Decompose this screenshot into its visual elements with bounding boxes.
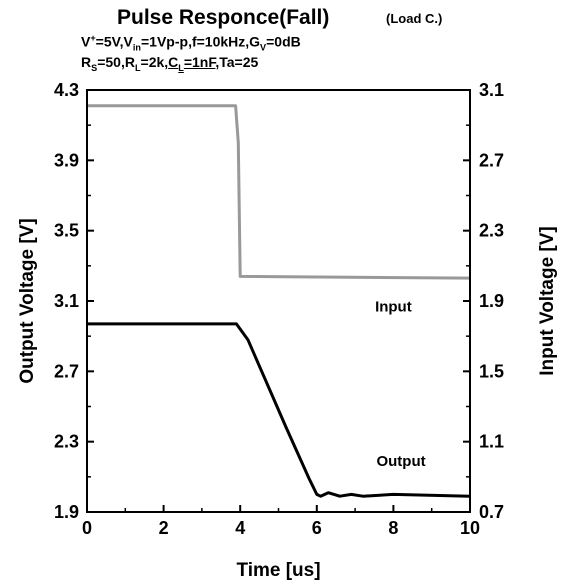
cond2-segment: L xyxy=(178,62,184,73)
cond2-segment: =50,R xyxy=(97,54,135,70)
y-left-tick-label: 3.1 xyxy=(54,291,79,311)
y-left-tick-label: 2.3 xyxy=(54,432,79,452)
cond2-segment: =2k, xyxy=(140,54,169,70)
cond2-segment: R xyxy=(81,54,92,70)
chart-title-note: (Load C.) xyxy=(386,11,443,26)
x-tick-label: 0 xyxy=(82,518,92,538)
cond2-segment: =1nF xyxy=(183,54,216,70)
annotation-input: Input xyxy=(375,298,412,315)
y-right-tick-label: 2.3 xyxy=(479,221,504,241)
y-right-tick-label: 3.1 xyxy=(479,80,504,100)
series-line-input xyxy=(87,104,471,280)
y-right-tick-label: 1.5 xyxy=(479,361,504,381)
cond2-segment: C xyxy=(168,54,179,70)
cond1-segment: + xyxy=(90,33,96,43)
cond1-segment: =5V,V xyxy=(95,33,133,50)
y-left-tick-label: 2.7 xyxy=(54,361,79,381)
cond2-segment: ,Ta=25 xyxy=(215,54,259,70)
y-right-tick-label: 2.7 xyxy=(479,150,504,170)
cond2-segment: L xyxy=(134,62,141,73)
plot-frame xyxy=(86,89,471,513)
y-right-tick-label: 0.7 xyxy=(479,502,504,522)
y-right-axis-label: Input Voltage [V] xyxy=(537,226,558,376)
series-line-output xyxy=(87,322,471,498)
cond1-segment: V xyxy=(81,33,91,50)
x-tick-label: 2 xyxy=(159,518,169,538)
x-tick-label: 6 xyxy=(312,518,322,538)
x-tick-label: 10 xyxy=(460,518,480,538)
conditions-line-2: RS=50,RL=2k,CL=1nF,Ta=25 xyxy=(81,54,258,73)
cond2-segment: S xyxy=(91,62,98,73)
y-left-tick-label: 3.9 xyxy=(54,150,79,170)
chart-title: Pulse Responce(Fall) xyxy=(117,6,330,29)
y-right-tick-label: 1.9 xyxy=(479,291,504,311)
cond1-segment: =1Vp-p,f=10kHz,G xyxy=(141,33,261,50)
x-axis-label: Time [us] xyxy=(236,560,320,581)
y-right-tick-label: 1.1 xyxy=(479,432,504,452)
x-tick-label: 4 xyxy=(235,518,245,538)
y-left-axis-label: Output Voltage [V] xyxy=(17,218,38,383)
y-left-tick-label: 3.5 xyxy=(54,221,79,241)
cond1-segment: in xyxy=(132,42,141,53)
conditions-line-1: V+=5V,Vin=1Vp-p,f=10kHz,GV=0dB xyxy=(81,33,301,52)
annotation-output: Output xyxy=(376,453,425,470)
cond1-segment: =0dB xyxy=(266,33,301,50)
cond1-segment: V xyxy=(260,42,267,53)
y-left-tick-label: 4.3 xyxy=(54,80,79,100)
y-left-tick-label: 1.9 xyxy=(54,502,79,522)
x-tick-label: 8 xyxy=(388,518,398,538)
